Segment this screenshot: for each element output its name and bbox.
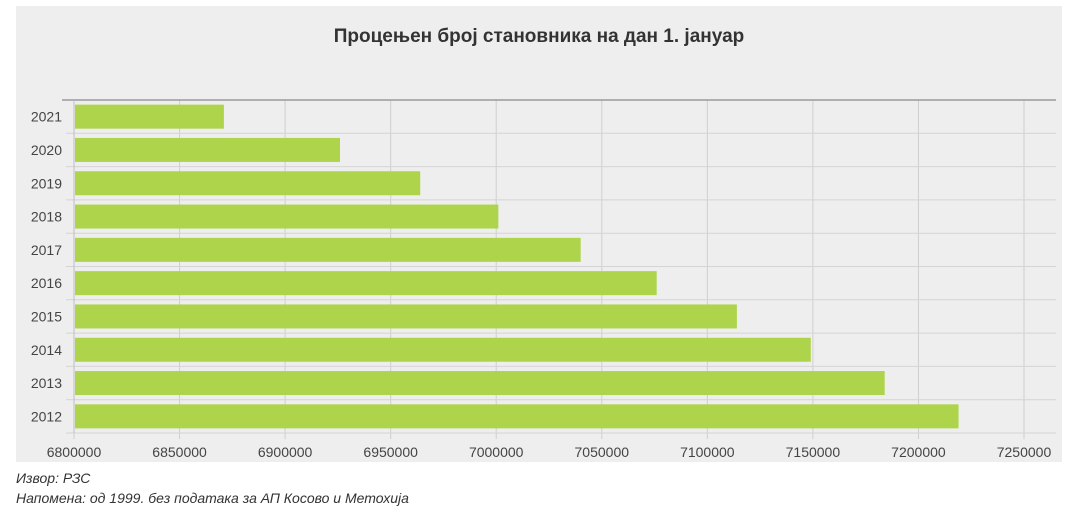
chart-title: Процењен број становника на дан 1. јануа… — [333, 26, 745, 47]
y-tick-label: 2018 — [31, 209, 62, 225]
source-note: Извор: РЗС — [16, 470, 91, 486]
bar — [75, 304, 737, 329]
y-tick-label: 2020 — [31, 142, 62, 158]
axes: 2021 2020 2019 2018 2017 2016 2015 2014 2013 2012… — [31, 99, 1056, 460]
x-tick-label: 7200000 — [891, 444, 946, 460]
x-tick-label: 7000000 — [469, 444, 524, 460]
bar — [75, 204, 499, 229]
y-tick-label: 2016 — [31, 275, 62, 291]
bar — [75, 371, 885, 396]
bar — [75, 237, 581, 262]
bar — [75, 137, 340, 162]
y-tick-label: 2017 — [31, 242, 62, 258]
x-tick-label: 7050000 — [575, 444, 630, 460]
x-tick-label: 6950000 — [363, 444, 418, 460]
x-tick-label: 6850000 — [152, 444, 207, 460]
x-tick-label: 7150000 — [786, 444, 841, 460]
remark-note: Напомена: од 1999. без података за АП Ко… — [16, 490, 409, 506]
x-tick-label: 7100000 — [680, 444, 735, 460]
y-tick-label: 2015 — [31, 308, 62, 324]
y-tick-label: 2014 — [31, 342, 62, 358]
y-tick-label: 2013 — [31, 375, 62, 391]
bar — [75, 337, 811, 362]
y-tick-label: 2021 — [31, 109, 62, 125]
bar — [75, 104, 224, 129]
bar — [75, 404, 959, 429]
x-tick-label: 6900000 — [258, 444, 313, 460]
y-tick-label: 2019 — [31, 175, 62, 191]
bar — [75, 271, 657, 296]
x-tick-label: 7250000 — [997, 444, 1052, 460]
x-tick-label: 6800000 — [47, 444, 102, 460]
bars — [75, 104, 959, 429]
y-tick-label: 2012 — [31, 408, 62, 424]
bar — [75, 171, 421, 196]
